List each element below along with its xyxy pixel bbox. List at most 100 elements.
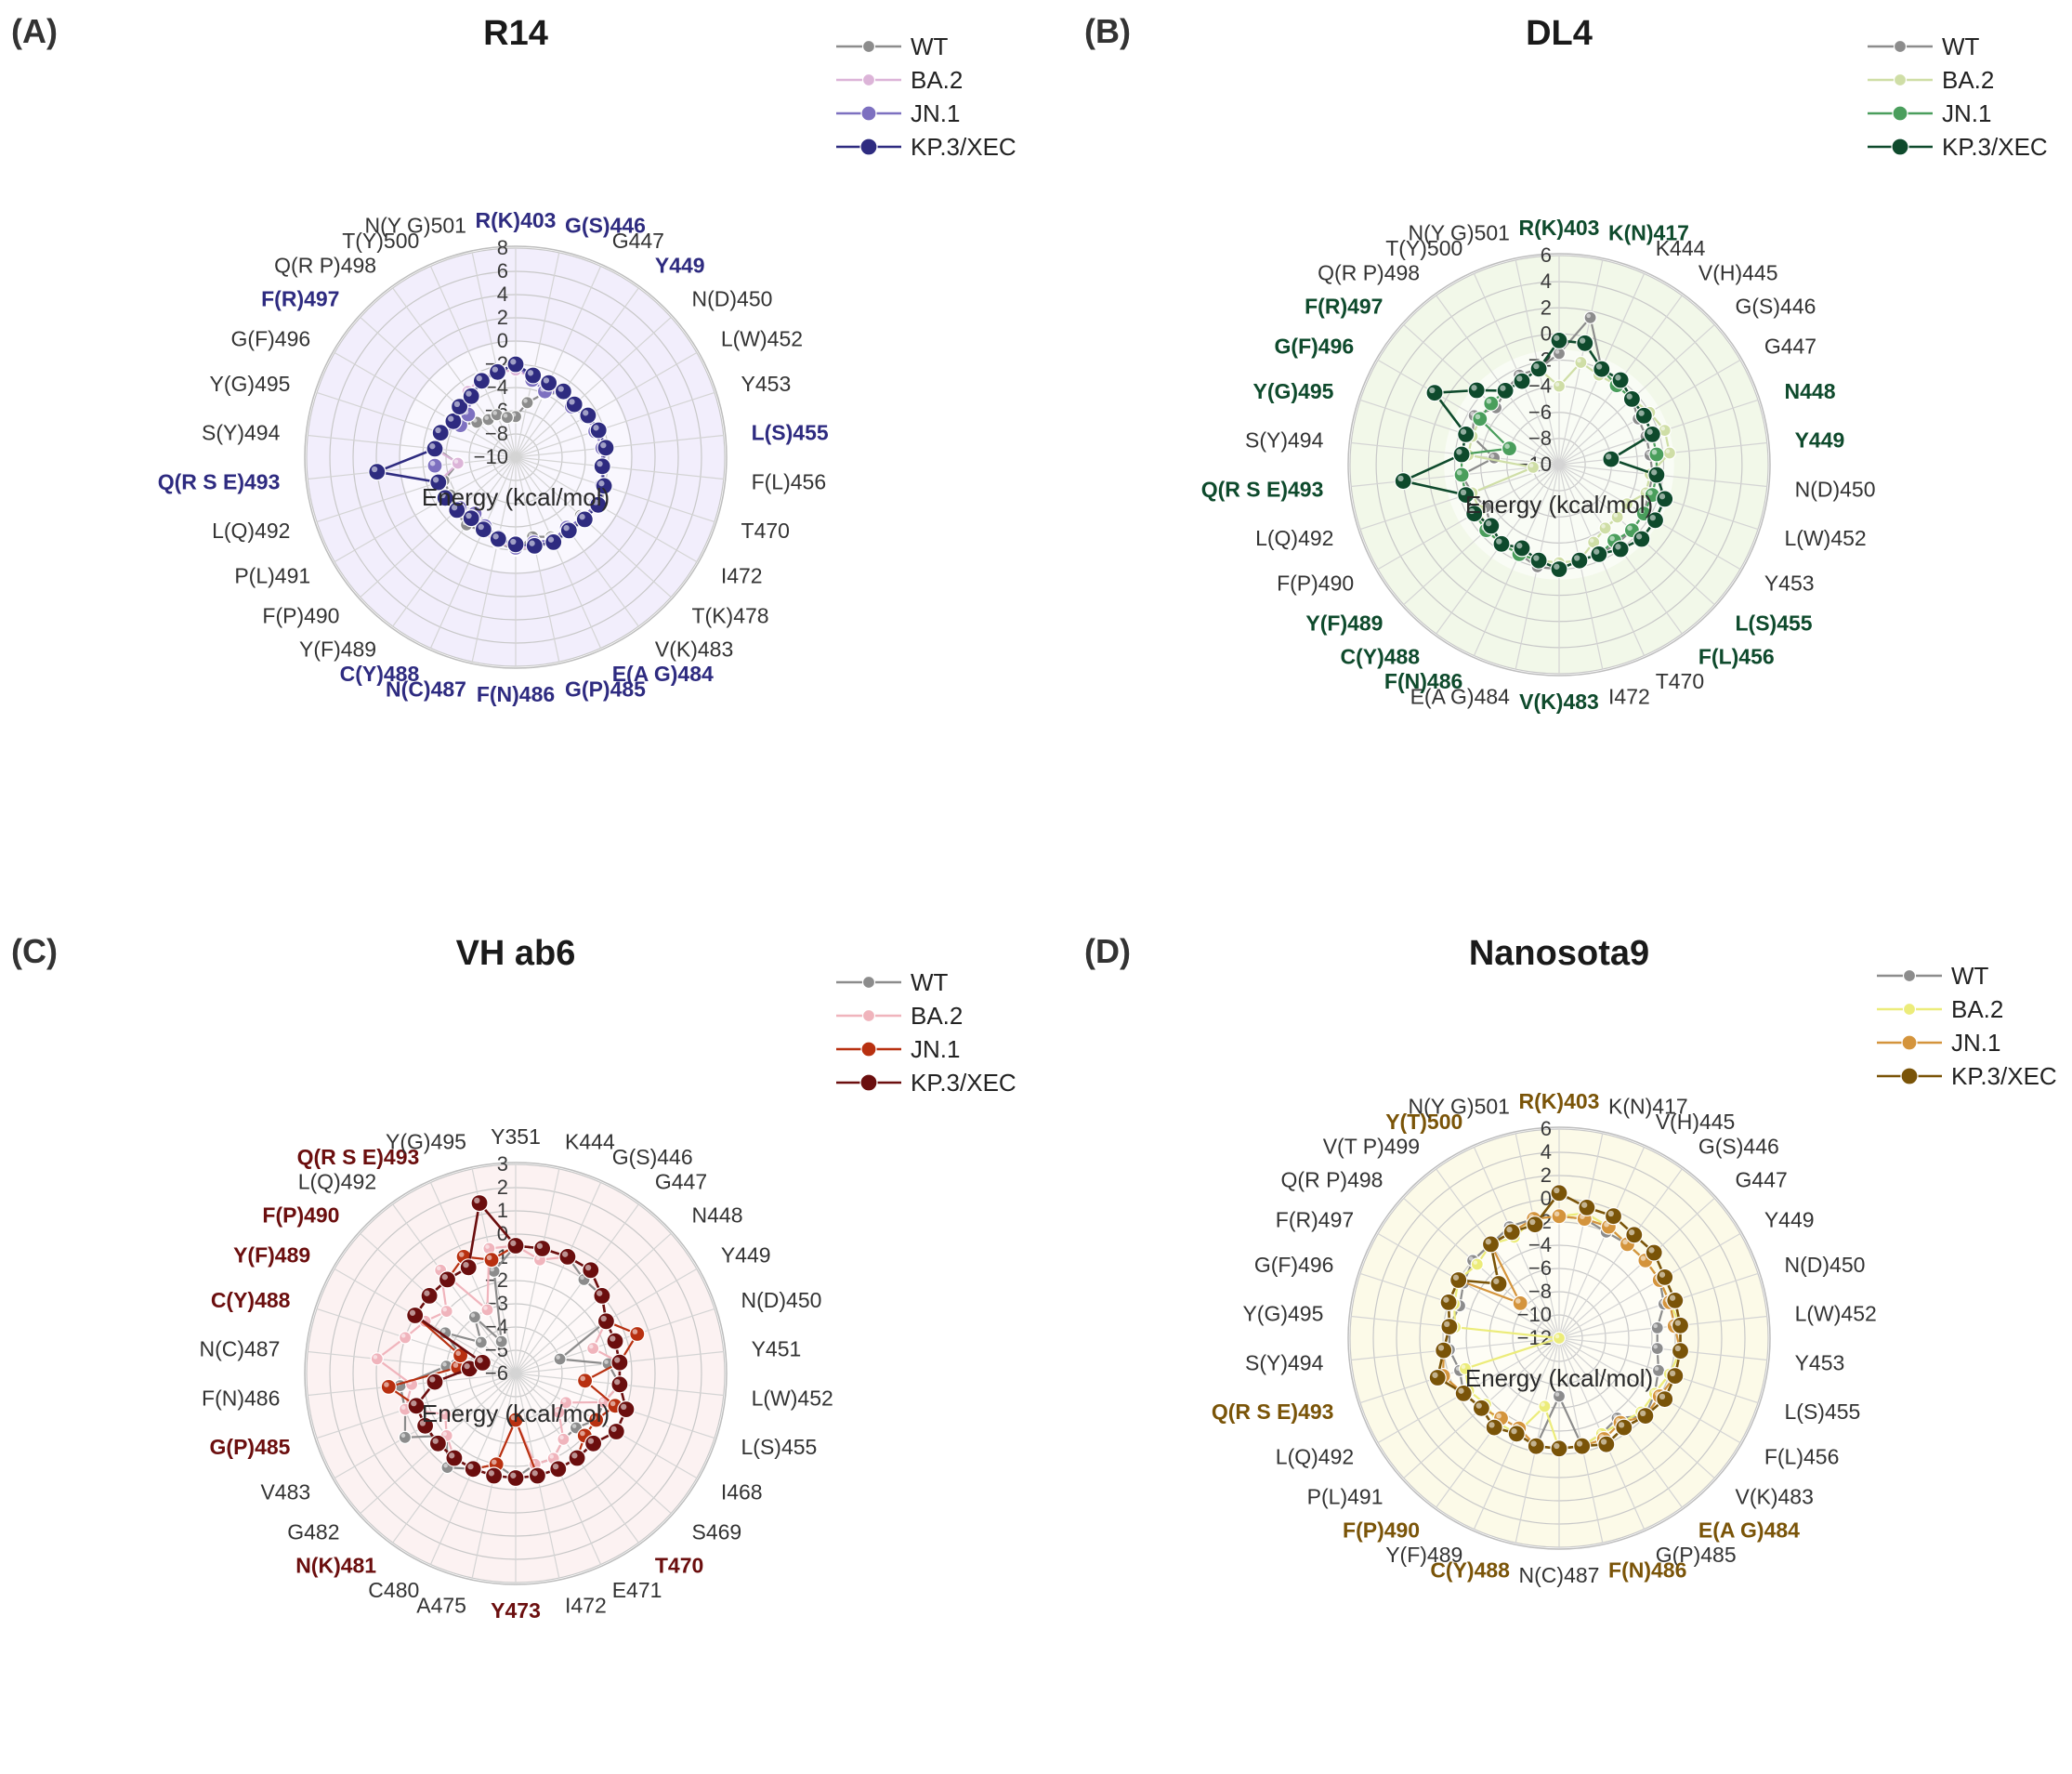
point-kp-3-xec-k-n-417 — [1576, 334, 1594, 352]
point-highlight — [441, 1410, 446, 1415]
point-highlight — [1659, 1271, 1666, 1278]
point-highlight — [384, 1382, 389, 1387]
category-label-l-q-492: L(Q)492 — [212, 519, 290, 543]
point-highlight — [523, 399, 528, 403]
point-kp-3-xec-k444 — [1593, 360, 1611, 378]
point-kp-3-xec-f-n-486 — [506, 535, 525, 554]
category-label-n-d-450: N(D)450 — [741, 1288, 822, 1312]
category-label-s469: S469 — [692, 1520, 742, 1544]
point-wt-q-r-s-e-493 — [494, 1334, 508, 1348]
point-highlight — [1554, 349, 1560, 354]
point-highlight — [441, 1274, 448, 1281]
point-highlight — [1628, 1229, 1635, 1236]
point-jn-1-f-r-497 — [1483, 395, 1500, 412]
point-kp-3-xec-f-n-486 — [426, 1373, 444, 1391]
point-highlight — [1660, 426, 1665, 431]
point-highlight — [1615, 544, 1621, 550]
point-highlight — [466, 512, 472, 519]
point-kp-3-xec-g-s-446 — [1625, 1226, 1644, 1244]
point-jn-1-r-k-403 — [1551, 1208, 1567, 1225]
point-highlight — [1429, 387, 1436, 394]
legend-marker-kp-3-xec — [1891, 138, 1909, 156]
spoke — [515, 456, 715, 523]
point-ba-2-c-y-488 — [399, 1331, 413, 1345]
category-label-y-t-500: Y(T)500 — [1385, 1110, 1462, 1134]
category-label-f-n-486: F(N)486 — [1608, 1557, 1686, 1582]
radial-tick-label: −10 — [474, 445, 508, 468]
point-kp-3-xec-q-r-p-498 — [462, 387, 480, 405]
radial-tick-label: 4 — [1541, 269, 1552, 293]
point-highlight — [486, 1255, 492, 1261]
outer-ring — [1347, 253, 1771, 677]
category-label-f-n-486: F(N)486 — [1384, 669, 1462, 693]
point-kp-3-xec-i468 — [607, 1422, 625, 1441]
point-highlight — [1653, 1323, 1658, 1329]
spoke — [515, 391, 715, 458]
point-highlight — [1515, 1298, 1521, 1304]
point-highlight — [1654, 1366, 1659, 1372]
point-highlight — [1493, 1278, 1500, 1284]
legend-label-ba-2: BA.2 — [1951, 995, 2003, 1023]
point-kp-3-xec-y-g-495 — [470, 1193, 489, 1213]
radial-tick-label: 2 — [497, 306, 508, 329]
category-label-y-f-489: Y(F)489 — [1385, 1543, 1462, 1567]
point-highlight — [510, 359, 517, 365]
legend-marker-ba-2 — [1902, 1002, 1917, 1017]
point-kp-3-xec-i472 — [1570, 551, 1589, 570]
point-highlight — [411, 1399, 417, 1407]
point-highlight — [1504, 443, 1510, 450]
point-highlight — [547, 536, 555, 543]
category-label-c-y-488: C(Y)488 — [1340, 644, 1420, 668]
point-kp-3-xec-l-w-452 — [579, 406, 597, 425]
point-highlight — [552, 1463, 559, 1470]
category-label-l-q-492: L(Q)492 — [298, 1170, 376, 1194]
legend-marker-ba-2 — [861, 72, 876, 87]
radial-tick-label: −4 — [1528, 1233, 1552, 1256]
point-highlight — [1649, 514, 1656, 521]
axis-title: Energy (kcal/mol) — [1465, 1364, 1653, 1392]
category-label-g-p-485: G(P)485 — [210, 1435, 291, 1459]
panel-title-a: R14 — [483, 14, 548, 53]
category-label-y449: Y449 — [655, 254, 705, 278]
point-kp-3-xec-e-a-g-484 — [544, 532, 563, 552]
point-kp-3-xec-n-c-487 — [1550, 1439, 1568, 1458]
point-highlight — [1635, 533, 1643, 540]
category-label-q-r-p-498: Q(R P)498 — [274, 254, 376, 278]
point-kp-3-xec-n-d-450 — [1647, 466, 1666, 484]
point-kp-3-xec-c-y-488 — [473, 1353, 492, 1373]
radial-tick-label: 1 — [497, 1199, 508, 1222]
category-label-q-r-s-e-493: Q(R S E)493 — [1201, 478, 1324, 502]
category-label-g-p-485: G(P)485 — [565, 677, 646, 701]
category-label-k444: K444 — [1656, 236, 1706, 260]
legend-marker-wt — [1893, 39, 1908, 54]
point-highlight — [1593, 548, 1600, 555]
point-highlight — [610, 1400, 616, 1407]
series-kp-3-xec — [1394, 331, 1674, 579]
legend-label-wt: WT — [1942, 33, 1980, 60]
category-label-e-a-g-484: E(A G)484 — [612, 662, 714, 686]
category-label-l-q-492: L(Q)492 — [1276, 1445, 1354, 1469]
point-highlight — [543, 377, 550, 384]
spoke — [515, 456, 639, 627]
spoke — [515, 456, 602, 649]
point-highlight — [580, 1430, 585, 1437]
point-highlight — [442, 1431, 447, 1437]
spoke — [1558, 1133, 1604, 1339]
spoke — [515, 1373, 698, 1479]
point-kp-3-xec-g-p-485 — [1597, 1435, 1616, 1453]
point-highlight — [1554, 563, 1560, 570]
point-kp-3-xec-n-k-481 — [445, 1449, 464, 1467]
point-kp-3-xec-g-f-496 — [1439, 1293, 1458, 1312]
panel-title-c: VH ab6 — [456, 934, 576, 973]
legend-marker-wt — [861, 39, 876, 54]
point-highlight — [1651, 449, 1658, 455]
point-highlight — [1653, 1344, 1658, 1349]
category-label-y-g-495: Y(G)495 — [1253, 379, 1334, 403]
spoke — [392, 456, 517, 627]
radial-tick-label: 4 — [1541, 1140, 1552, 1163]
point-kp-3-xec-q-r-p-498 — [1489, 1274, 1508, 1294]
point-highlight — [1485, 520, 1492, 527]
point-ba-2-n-d-450 — [586, 1341, 600, 1356]
category-label-i468: I468 — [721, 1480, 763, 1505]
category-label-v-k-483: V(K)483 — [655, 637, 733, 661]
